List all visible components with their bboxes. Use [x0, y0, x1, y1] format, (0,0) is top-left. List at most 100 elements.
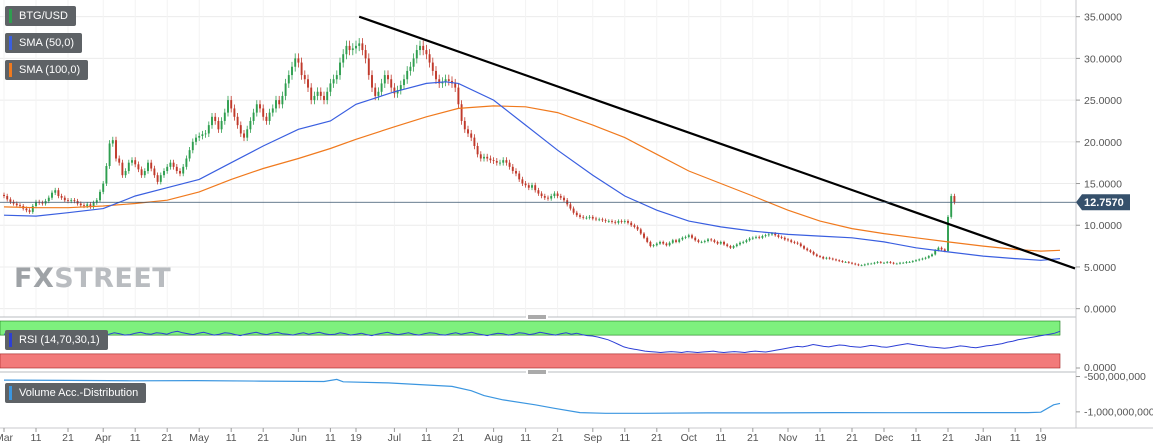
- candle-body: [838, 260, 841, 262]
- candle-body: [934, 250, 937, 255]
- candle-body: [419, 45, 421, 51]
- candle-body: [457, 87, 460, 105]
- legend-sma-100[interactable]: SMA (100,0): [5, 60, 89, 80]
- candle-body: [284, 83, 287, 96]
- candle-body: [108, 143, 111, 167]
- candle-body: [169, 162, 172, 167]
- candle-body: [764, 235, 767, 237]
- candle-body: [63, 197, 66, 201]
- time-axis-labels: Mar 11 21 Apr 11 21 May 11 21 Jun 11 19 Jul 11 21 Aug 11…: [0, 428, 1047, 444]
- price-panel-resize-handle[interactable]: [526, 315, 548, 320]
- candle-body: [678, 239, 681, 242]
- candle-body: [70, 200, 73, 202]
- candle-body: [428, 54, 431, 63]
- candle-body: [652, 245, 655, 247]
- candle-body: [684, 236, 687, 238]
- candle-body: [511, 166, 514, 172]
- candle-body: [588, 216, 591, 218]
- time-tick-label: 19: [1035, 432, 1047, 444]
- candle-body: [342, 54, 345, 63]
- candle-body: [463, 120, 466, 130]
- candle-body: [739, 242, 741, 245]
- candle-body: [649, 241, 652, 247]
- candle-body: [601, 219, 604, 221]
- candle-body: [675, 240, 677, 242]
- candle-body: [367, 58, 370, 76]
- candle-body: [556, 193, 559, 197]
- candle-body: [636, 226, 639, 230]
- candle-body: [735, 244, 738, 247]
- price-tick-label: 35.0000: [1084, 12, 1122, 24]
- price-tick-label: 25.0000: [1084, 95, 1122, 107]
- candle-body: [620, 221, 623, 222]
- candle-body: [134, 160, 137, 165]
- candle-body: [409, 66, 412, 71]
- volume-acc-dist-line: [3, 378, 1061, 414]
- candle-body: [470, 133, 473, 138]
- candle-body: [396, 90, 399, 94]
- candle-body: [502, 160, 505, 163]
- candle-body: [732, 246, 735, 248]
- candle-body: [508, 162, 511, 167]
- candle-body: [703, 241, 706, 242]
- candle-body: [940, 247, 943, 250]
- candle-body: [406, 70, 409, 80]
- candle-body: [662, 241, 665, 244]
- candle-body: [518, 173, 521, 180]
- candle-body: [630, 222, 633, 226]
- candle-body: [143, 171, 146, 176]
- candle-body: [390, 79, 393, 88]
- candle-body: [790, 240, 793, 242]
- candle-body: [835, 259, 837, 261]
- candle-body: [3, 194, 5, 197]
- candle-body: [531, 185, 533, 188]
- candle-body: [271, 108, 274, 113]
- candle-body: [540, 193, 543, 197]
- candle-body: [51, 192, 53, 198]
- legend-sma-50[interactable]: SMA (50,0): [5, 33, 83, 53]
- candle-body: [825, 257, 828, 259]
- candle-body: [435, 70, 437, 80]
- sma-100-line: [3, 105, 1061, 252]
- candle-body: [719, 241, 722, 244]
- candle-body: [383, 75, 386, 84]
- candle-body: [742, 241, 745, 243]
- candle-body: [246, 129, 249, 138]
- candle-body: [860, 265, 863, 267]
- candle-body: [207, 125, 210, 134]
- candle-body: [326, 91, 329, 101]
- candle-body: [604, 220, 607, 222]
- candle-body: [467, 129, 469, 134]
- candle-body: [124, 171, 127, 176]
- legend-label-sma-100: SMA (100,0): [19, 64, 81, 76]
- candle-body: [828, 257, 831, 259]
- candle-body: [614, 221, 617, 223]
- legend-volume[interactable]: Volume Acc.-Distribution: [5, 383, 147, 403]
- candle-body: [150, 162, 153, 169]
- candle-body: [521, 179, 524, 184]
- candle-body: [307, 79, 309, 88]
- candle-body: [111, 140, 114, 144]
- candle-body: [598, 219, 601, 221]
- candle-body: [281, 95, 284, 105]
- time-tick-label: 11: [520, 432, 531, 444]
- candle-body: [767, 234, 770, 236]
- trend-line[interactable]: [358, 15, 1076, 270]
- rsi-panel-resize-handle[interactable]: [526, 370, 548, 375]
- fxstreet-watermark-logo: FXSTREET: [14, 263, 172, 294]
- candle-body: [233, 108, 236, 117]
- candle-body: [300, 62, 303, 76]
- candle-body: [393, 87, 396, 94]
- time-tick-label: Aug: [484, 432, 503, 444]
- legend-rsi[interactable]: RSI (14,70,30,1): [5, 330, 108, 350]
- time-tick-label: 11: [715, 432, 726, 444]
- time-tick-label: May: [189, 432, 210, 444]
- candle-body: [230, 100, 233, 109]
- candle-body: [659, 241, 661, 244]
- candle-body: [217, 120, 220, 130]
- candle-body: [291, 66, 293, 76]
- legend-main-symbol[interactable]: BTG/USD: [5, 6, 76, 26]
- candle-body: [876, 261, 879, 263]
- candle-body: [707, 239, 709, 242]
